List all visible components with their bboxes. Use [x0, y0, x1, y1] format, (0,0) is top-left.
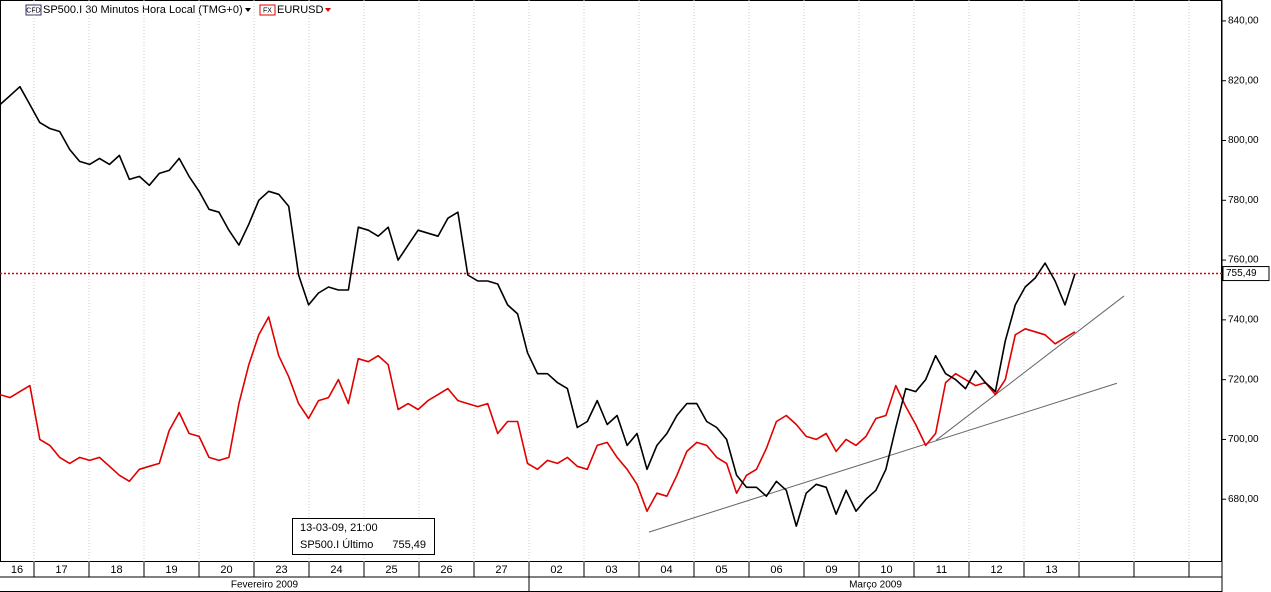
- trendline: [648, 382, 1118, 533]
- tooltip-name: SP500.I Último: [300, 538, 373, 551]
- x-tick-label: 03: [605, 564, 617, 576]
- tooltip: 13-03-09, 21:00 SP500.I Último 755,49: [292, 518, 435, 555]
- y-tick-label: 820,00: [1228, 75, 1259, 86]
- y-tick-label: 780,00: [1228, 195, 1259, 206]
- badge: FX: [263, 7, 272, 14]
- last-value-label: 755,49: [1226, 268, 1257, 279]
- legend: CFD SP500.I 30 Minutos Hora Local (TMG+0…: [25, 4, 331, 16]
- tooltip-date: 13-03-09, 21:00: [300, 522, 378, 534]
- x-tick-label: 27: [495, 564, 507, 576]
- x-tick-label: 23: [275, 564, 287, 576]
- x-tick-label: 18: [110, 564, 122, 576]
- tooltip-box: [292, 518, 435, 555]
- y-tick-label: 840,00: [1228, 16, 1259, 27]
- x-tick-label: 04: [660, 564, 672, 576]
- x-tick-label: 09: [825, 564, 837, 576]
- x-tick-label: 17: [55, 564, 67, 576]
- y-tick-label: 760,00: [1228, 255, 1259, 266]
- x-tick-label: 13: [1045, 564, 1057, 576]
- dropdown-arrow: [245, 8, 251, 12]
- x-tick-label: 11: [936, 564, 947, 576]
- x-tick-label: 25: [385, 564, 397, 576]
- legend-label[interactable]: EURUSD: [277, 4, 324, 16]
- x-tick-label: 02: [550, 564, 562, 576]
- y-tick-label: 700,00: [1228, 434, 1259, 445]
- badge: CFD: [26, 7, 40, 14]
- y-tick-label: 740,00: [1228, 315, 1259, 326]
- series-line: [0, 316, 1076, 512]
- chart-title[interactable]: SP500.I 30 Minutos Hora Local (TMG+0): [43, 4, 243, 16]
- month-label: Março 2009: [849, 580, 902, 591]
- x-tick-label: 12: [990, 564, 1002, 576]
- y-tick-label: 680,00: [1228, 494, 1259, 505]
- trendline: [935, 295, 1125, 441]
- y-tick-label: 800,00: [1228, 135, 1259, 146]
- x-tick-label: 20: [220, 564, 232, 576]
- y-tick-label: 720,00: [1228, 374, 1259, 385]
- dropdown-arrow: [325, 8, 331, 12]
- x-tick-label: 06: [770, 564, 782, 576]
- x-tick-label: 26: [440, 564, 452, 576]
- x-tick-label: 10: [880, 564, 892, 576]
- tooltip-value: 755,49: [392, 539, 426, 551]
- series-line: [0, 85, 1076, 527]
- last-value-box: [1222, 266, 1270, 282]
- x-tick-label: 16: [11, 564, 23, 576]
- x-tick-label: 05: [715, 564, 727, 576]
- x-tick-label: 19: [165, 564, 177, 576]
- plot-frame: [0, 0, 1222, 562]
- month-label: Fevereiro 2009: [231, 580, 299, 591]
- x-tick-label: 24: [330, 564, 342, 576]
- badge-box: [259, 4, 276, 16]
